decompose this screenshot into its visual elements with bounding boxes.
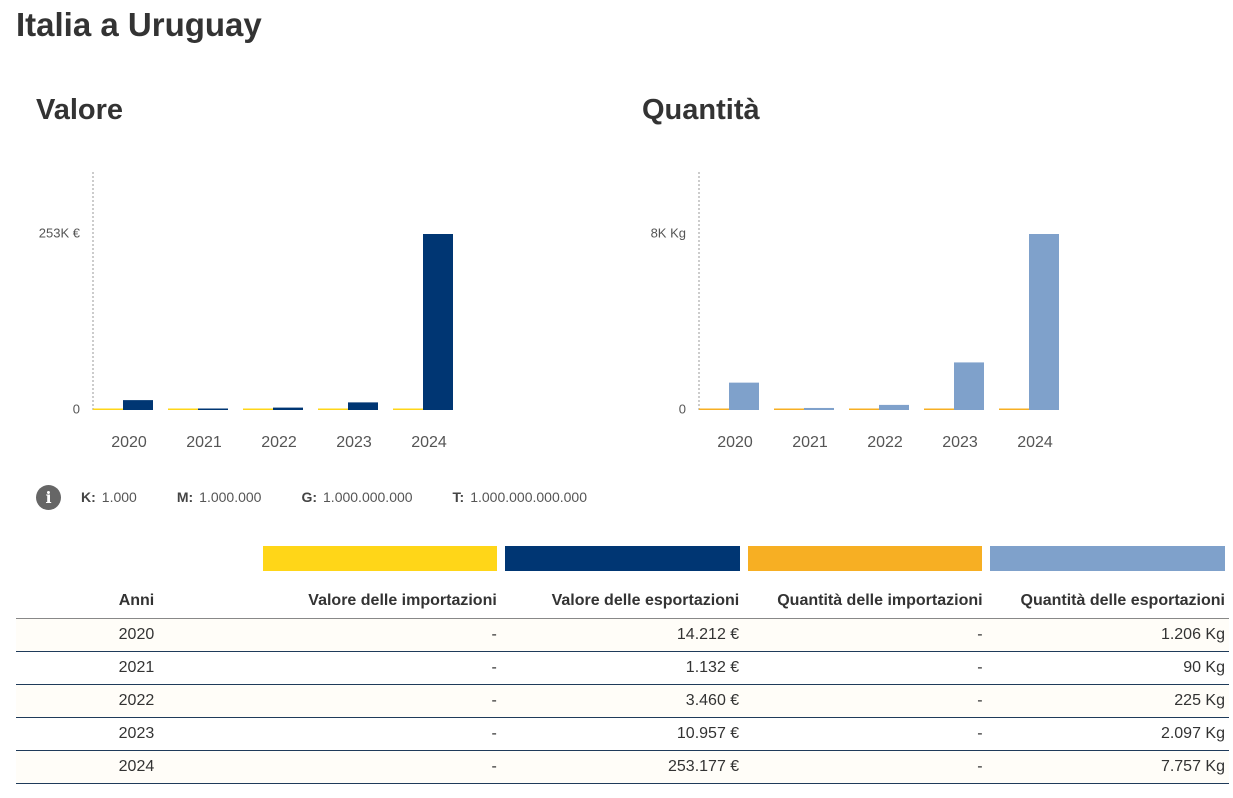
cell-export-quantity: 7.757 Kg	[986, 750, 1229, 784]
header-import-quantity[interactable]: Quantità delle importazioni	[743, 584, 987, 619]
cell-export-value: 3.460 €	[500, 684, 744, 718]
chart-title-valore: Valore	[36, 94, 124, 126]
x-tick-label: 2022	[867, 434, 903, 451]
bar-import[interactable]	[999, 408, 1029, 411]
bar-import[interactable]	[93, 408, 123, 411]
x-tick-label: 2020	[111, 434, 147, 451]
cell-import-value: -	[158, 618, 501, 652]
bar-export[interactable]	[273, 407, 303, 410]
bar-import[interactable]	[243, 408, 273, 411]
header-export-value[interactable]: Valore delle esportazioni	[500, 584, 744, 619]
x-tick-label: 2020	[717, 434, 753, 451]
cell-import-value: -	[158, 750, 501, 784]
header-year[interactable]: Anni	[16, 584, 159, 619]
cell-year: 2020	[16, 618, 159, 652]
cell-export-quantity: 225 Kg	[986, 684, 1229, 718]
import-value-color-swatch	[263, 546, 497, 571]
cell-year: 2023	[16, 717, 159, 751]
table-row: 2020 - 14.212 € - 1.206 Kg	[16, 618, 1229, 652]
cell-export-value: 10.957 €	[500, 717, 744, 751]
table-row: 2021 - 1.132 € - 90 Kg	[16, 651, 1229, 685]
unit-legend-item-m: M: 1.000.000	[177, 489, 262, 505]
bar-export[interactable]	[729, 382, 759, 410]
unit-key: G:	[301, 489, 318, 505]
y-tick-label: 0	[73, 401, 80, 416]
y-tick-label: 253K €	[39, 225, 81, 240]
bar-import[interactable]	[849, 408, 879, 411]
unit-value: 1.000	[101, 489, 137, 505]
valore-bar-chart: 0 253K € 2020 2021 2022 2023 2024	[39, 172, 453, 451]
cell-year: 2021	[16, 651, 159, 685]
unit-value: 1.000.000	[199, 489, 262, 505]
unit-key: M:	[176, 489, 194, 505]
bar-export[interactable]	[423, 234, 453, 410]
unit-key: K:	[81, 489, 96, 505]
cell-year: 2022	[16, 684, 159, 718]
cell-export-value: 253.177 €	[500, 750, 744, 784]
x-tick-label: 2023	[336, 434, 372, 451]
y-tick-label: 8K Kg	[651, 225, 686, 240]
import-quantity-color-swatch	[748, 546, 982, 571]
bar-import[interactable]	[393, 408, 423, 411]
quantita-bar-chart: 0 8K Kg 2020 2021 2022 2023 2024	[651, 172, 1059, 451]
bar-import[interactable]	[699, 408, 729, 411]
x-tick-label: 2021	[186, 434, 222, 451]
cell-export-value: 1.132 €	[500, 651, 744, 685]
cell-import-quantity: -	[743, 618, 987, 652]
bar-import[interactable]	[924, 408, 954, 411]
export-value-color-swatch	[505, 546, 740, 571]
table-header-row: Anni Valore delle importazioni Valore de…	[16, 584, 1229, 619]
bar-export[interactable]	[348, 402, 378, 410]
x-tick-label: 2022	[261, 434, 297, 451]
x-tick-label: 2023	[942, 434, 978, 451]
bar-import[interactable]	[168, 408, 198, 411]
cell-import-value: -	[158, 717, 501, 751]
cell-import-value: -	[158, 651, 501, 685]
cell-import-value: -	[158, 684, 501, 718]
bar-export[interactable]	[954, 362, 984, 410]
header-import-value[interactable]: Valore delle importazioni	[158, 584, 501, 619]
bar-import[interactable]	[318, 408, 348, 411]
x-tick-label: 2024	[1017, 434, 1053, 451]
bar-import[interactable]	[774, 408, 804, 411]
unit-legend-item-t: T: 1.000.000.000.000	[453, 489, 587, 505]
unit-legend-item-g: G: 1.000.000.000	[301, 489, 412, 505]
unit-value: 1.000.000.000	[323, 489, 413, 505]
cell-export-quantity: 90 Kg	[986, 651, 1229, 685]
y-tick-label: 0	[679, 401, 686, 416]
table-row: 2022 - 3.460 € - 225 Kg	[16, 684, 1229, 718]
trade-data-table: Anni Valore delle importazioni Valore de…	[16, 584, 1229, 784]
cell-export-value: 14.212 €	[500, 618, 744, 652]
cell-import-quantity: -	[743, 684, 987, 718]
unit-value: 1.000.000.000.000	[470, 489, 587, 505]
unit-legend-item-k: K: 1.000	[81, 489, 137, 505]
info-icon[interactable]: i	[36, 484, 61, 510]
cell-year: 2024	[16, 750, 159, 784]
bar-export[interactable]	[123, 400, 153, 410]
bar-export[interactable]	[198, 408, 228, 411]
cell-import-quantity: -	[743, 750, 987, 784]
chart-title-quantita: Quantità	[642, 94, 760, 126]
table-row: 2023 - 10.957 € - 2.097 Kg	[16, 717, 1229, 751]
cell-import-quantity: -	[743, 717, 987, 751]
x-tick-label: 2021	[792, 434, 828, 451]
cell-export-quantity: 1.206 Kg	[986, 618, 1229, 652]
bar-export[interactable]	[879, 404, 909, 410]
unit-key: T:	[452, 489, 465, 505]
series-color-legend	[0, 546, 1233, 572]
header-export-quantity[interactable]: Quantità delle esportazioni	[986, 584, 1229, 619]
bar-export[interactable]	[1029, 234, 1059, 410]
table-row: 2024 - 253.177 € - 7.757 Kg	[16, 750, 1229, 784]
cell-export-quantity: 2.097 Kg	[986, 717, 1229, 751]
export-quantity-color-swatch	[990, 546, 1225, 571]
page-title: Italia a Uruguay	[16, 6, 262, 43]
cell-import-quantity: -	[743, 651, 987, 685]
x-tick-label: 2024	[411, 434, 447, 451]
unit-legend: i K: 1.000 M: 1.000.000 G: 1.000.000.000…	[36, 484, 627, 510]
bar-export[interactable]	[804, 407, 834, 410]
